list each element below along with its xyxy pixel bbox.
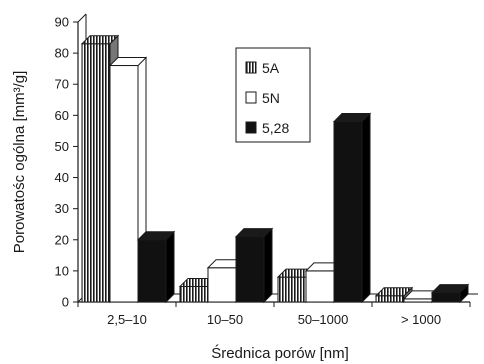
bar xyxy=(234,227,274,304)
legend-swatch xyxy=(245,91,257,104)
y-tick-label: 10 xyxy=(55,263,69,278)
y-tick-label: 30 xyxy=(55,201,69,216)
y-axis: 0 10 20 30 40 50 60 70 80 90 xyxy=(55,15,79,310)
x-axis-title: Średnica porów [nm] xyxy=(211,344,349,362)
x-axis: 2,5–10 10–50 50–1000 > 1000 xyxy=(77,301,471,327)
y-tick-label: 70 xyxy=(55,77,69,92)
y-tick-label: 50 xyxy=(55,139,69,154)
x-tick-label: 2,5–10 xyxy=(107,312,147,327)
legend-label: 5A xyxy=(262,60,280,76)
bar xyxy=(136,230,176,304)
top-wall-edge xyxy=(77,13,87,23)
bar-series-group xyxy=(80,34,470,304)
legend-swatch xyxy=(245,121,257,134)
bar xyxy=(332,112,372,304)
y-tick-label: 20 xyxy=(55,232,69,247)
legend-swatch xyxy=(245,61,257,74)
bar xyxy=(430,283,470,304)
legend-label: 5,28 xyxy=(262,120,289,136)
legend: 5A 5N 5,28 xyxy=(235,47,311,143)
y-tick-label: 0 xyxy=(62,295,69,310)
legend-label: 5N xyxy=(262,90,280,106)
y-axis-title: Porowatośc ogólna [mm³/g] xyxy=(11,71,28,254)
y-tick-label: 90 xyxy=(55,15,69,30)
x-tick-label: > 1000 xyxy=(401,312,441,327)
x-tick-label: 50–1000 xyxy=(298,312,349,327)
y-tick-label: 80 xyxy=(55,46,69,61)
y-tick-label: 40 xyxy=(55,170,69,185)
y-tick-label: 60 xyxy=(55,108,69,123)
x-tick-label: 10–50 xyxy=(207,312,243,327)
